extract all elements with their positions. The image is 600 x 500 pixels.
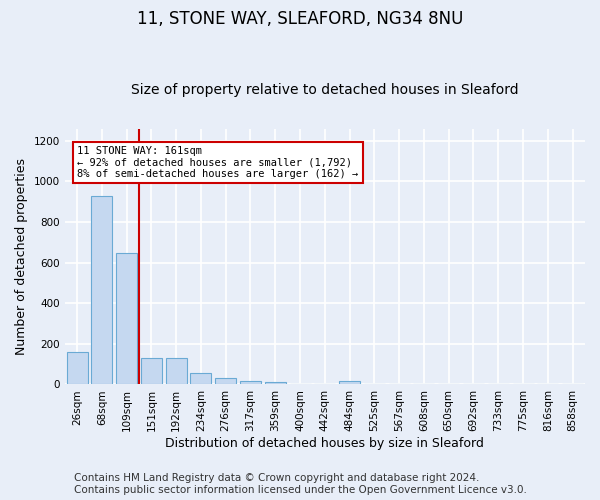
Bar: [116, 252, 137, 384]
Bar: [91, 196, 112, 384]
Text: 11 STONE WAY: 161sqm
← 92% of detached houses are smaller (1,792)
8% of semi-det: 11 STONE WAY: 161sqm ← 92% of detached h…: [77, 146, 359, 179]
Bar: [166, 358, 187, 384]
Title: Size of property relative to detached houses in Sleaford: Size of property relative to detached ho…: [131, 83, 518, 97]
Y-axis label: Number of detached properties: Number of detached properties: [15, 158, 28, 355]
Text: 11, STONE WAY, SLEAFORD, NG34 8NU: 11, STONE WAY, SLEAFORD, NG34 8NU: [137, 10, 463, 28]
Bar: [240, 382, 261, 384]
Bar: [190, 374, 211, 384]
Bar: [339, 382, 360, 384]
Bar: [265, 382, 286, 384]
Bar: [215, 378, 236, 384]
Bar: [141, 358, 162, 384]
Bar: [67, 352, 88, 384]
X-axis label: Distribution of detached houses by size in Sleaford: Distribution of detached houses by size …: [166, 437, 484, 450]
Text: Contains HM Land Registry data © Crown copyright and database right 2024.
Contai: Contains HM Land Registry data © Crown c…: [74, 474, 526, 495]
